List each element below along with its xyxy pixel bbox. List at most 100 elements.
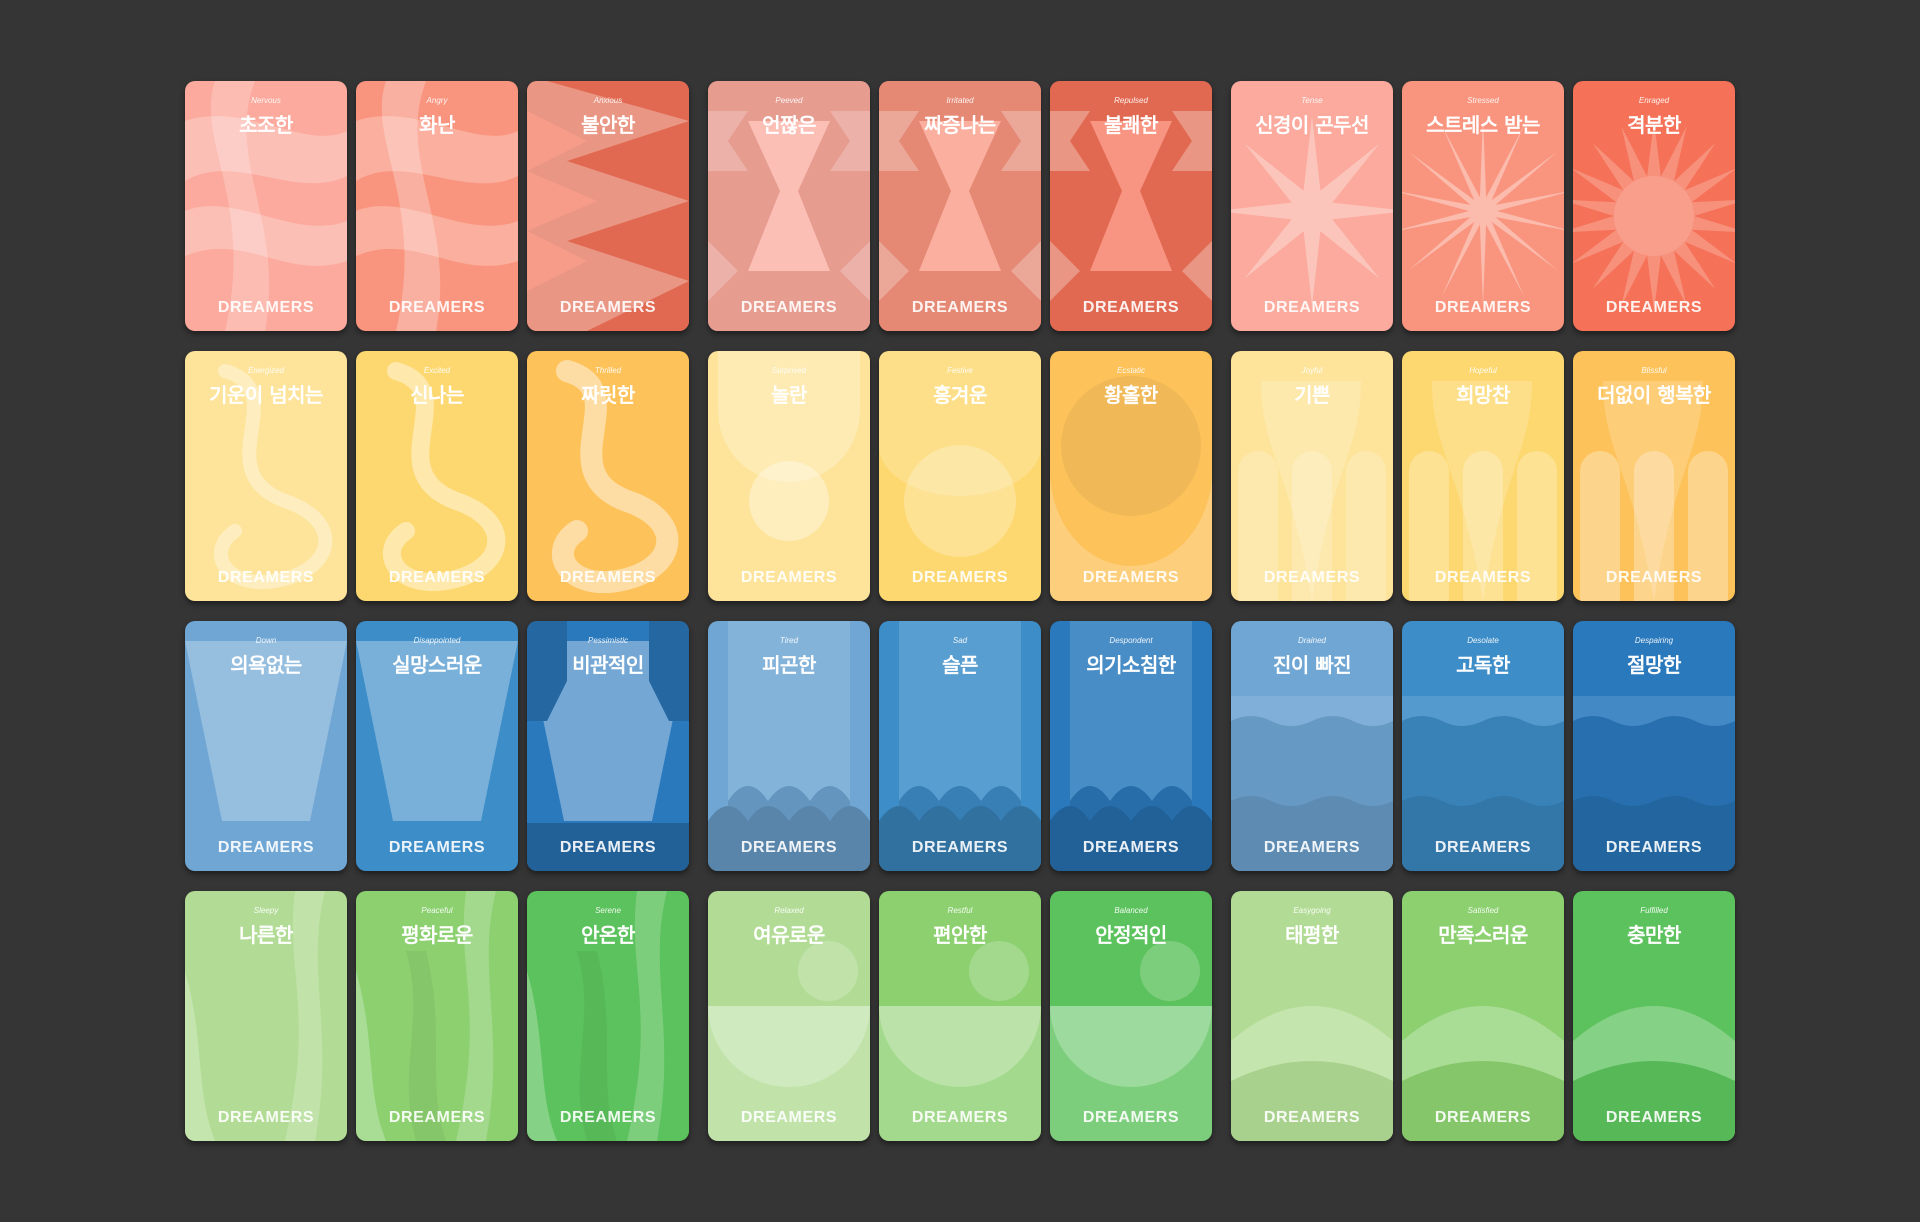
emotion-card[interactable]: Disappointed 실망스러운 DREAMERS bbox=[356, 621, 518, 871]
emotion-card[interactable]: Drained 진이 빠진 DREAMERS bbox=[1231, 621, 1393, 871]
card-art bbox=[1573, 121, 1735, 311]
card-english-label: Easygoing bbox=[1293, 906, 1331, 915]
emotion-card[interactable]: Hopeful 희망찬 DREAMERS bbox=[1402, 351, 1564, 601]
card-english-label: Surprised bbox=[771, 366, 807, 375]
card-english-label: Excited bbox=[423, 366, 451, 375]
emotion-card[interactable]: Festive 흥겨운 DREAMERS bbox=[879, 351, 1041, 601]
card-art bbox=[356, 891, 496, 1141]
card-art bbox=[185, 641, 347, 821]
card-korean-label: 만족스러운 bbox=[1438, 923, 1528, 947]
emotion-card[interactable]: Enraged 격분한 DREAMERS bbox=[1573, 81, 1735, 331]
card-korean-label: 편안한 bbox=[933, 923, 987, 947]
emotion-card[interactable]: Down 의욕없는 DREAMERS bbox=[185, 621, 347, 871]
card-art bbox=[879, 81, 1041, 331]
card-korean-label: 언짢은 bbox=[762, 113, 816, 137]
emotion-card[interactable]: Anxious 불안한 DREAMERS bbox=[527, 81, 689, 331]
card-korean-label: 안정적인 bbox=[1095, 923, 1167, 947]
emotion-card[interactable]: Repulsed 불쾌한 DREAMERS bbox=[1050, 81, 1212, 331]
card-brand: DREAMERS bbox=[740, 569, 838, 586]
card-korean-label: 화난 bbox=[419, 113, 455, 137]
card-korean-label: 의욕없는 bbox=[230, 653, 302, 677]
card-korean-label: 신나는 bbox=[410, 383, 464, 407]
emotion-card[interactable]: Excited 신나는 DREAMERS bbox=[356, 351, 518, 601]
card-art bbox=[185, 891, 325, 1141]
emotion-card[interactable]: Despairing 절망한 DREAMERS bbox=[1573, 621, 1735, 871]
emotion-card[interactable]: Desolate 고독한 DREAMERS bbox=[1402, 621, 1564, 871]
card-brand: DREAMERS bbox=[1605, 299, 1703, 316]
card-art bbox=[527, 891, 667, 1141]
card-english-label: Balanced bbox=[1114, 906, 1148, 915]
card-english-label: Peaceful bbox=[421, 906, 453, 915]
emotion-card[interactable]: Sleepy 나른한 DREAMERS bbox=[185, 891, 347, 1141]
card-brand: DREAMERS bbox=[1434, 1109, 1532, 1126]
emotion-card[interactable]: Joyful 기쁜 DREAMERS bbox=[1231, 351, 1393, 601]
emotion-card[interactable]: Satisfied 만족스러운 DREAMERS bbox=[1402, 891, 1564, 1141]
card-art bbox=[879, 351, 1041, 557]
card-art bbox=[382, 362, 506, 592]
card-korean-label: 더없이 행복한 bbox=[1597, 383, 1711, 407]
emotion-card[interactable]: Sad 슬픈 DREAMERS bbox=[879, 621, 1041, 871]
card-brand: DREAMERS bbox=[740, 1109, 838, 1126]
card-korean-label: 황홀한 bbox=[1104, 383, 1158, 407]
emotion-card[interactable]: Peaceful 평화로운 DREAMERS bbox=[356, 891, 518, 1141]
card-korean-label: 나른한 bbox=[239, 923, 293, 947]
emotion-card[interactable]: Irritated 짜증나는 DREAMERS bbox=[879, 81, 1041, 331]
emotion-card[interactable]: Tense 신경이 곤두선 DREAMERS bbox=[1231, 81, 1393, 331]
card-brand: DREAMERS bbox=[1263, 299, 1361, 316]
card-brand: DREAMERS bbox=[740, 299, 838, 316]
emotion-card[interactable]: Despondent 의기소침한 DREAMERS bbox=[1050, 621, 1212, 871]
card-english-label: Thrilled bbox=[594, 366, 622, 375]
card-korean-label: 짜증나는 bbox=[924, 113, 996, 137]
emotion-card[interactable]: Relaxed 여유로운 DREAMERS bbox=[708, 891, 870, 1141]
card-art bbox=[879, 941, 1041, 1141]
card-english-label: Disappointed bbox=[413, 636, 461, 645]
card-brand: DREAMERS bbox=[388, 1109, 486, 1126]
card-english-label: Serene bbox=[595, 906, 621, 915]
card-korean-label: 기쁜 bbox=[1294, 383, 1330, 407]
card-english-label: Blissful bbox=[1641, 366, 1667, 375]
emotion-card[interactable]: Fulfilled 충만한 DREAMERS bbox=[1573, 891, 1735, 1141]
card-brand: DREAMERS bbox=[1082, 1109, 1180, 1126]
card-art bbox=[1402, 116, 1564, 306]
card-brand: DREAMERS bbox=[1434, 569, 1532, 586]
emotion-card[interactable]: Nervous 초조한 DREAMERS bbox=[185, 81, 347, 331]
card-english-label: Tense bbox=[1301, 96, 1323, 105]
card-korean-label: 놀란 bbox=[771, 383, 807, 407]
card-english-label: Fulfilled bbox=[1640, 906, 1668, 915]
card-english-label: Tired bbox=[779, 636, 799, 645]
emotion-card[interactable]: Restful 편안한 DREAMERS bbox=[879, 891, 1041, 1141]
card-english-label: Irritated bbox=[946, 96, 974, 105]
card-english-label: Desolate bbox=[1467, 636, 1499, 645]
emotion-card[interactable]: Ecstatic 황홀한 DREAMERS bbox=[1050, 351, 1212, 601]
card-brand: DREAMERS bbox=[1082, 839, 1180, 856]
emotion-card[interactable]: Blissful 더없이 행복한 DREAMERS bbox=[1573, 351, 1735, 601]
emotion-card[interactable]: Angry 화난 DREAMERS bbox=[356, 81, 518, 331]
card-english-label: Festive bbox=[947, 366, 973, 375]
card-brand: DREAMERS bbox=[559, 569, 657, 586]
emotion-card[interactable]: Balanced 안정적인 DREAMERS bbox=[1050, 891, 1212, 1141]
emotion-card[interactable]: Tired 피곤한 DREAMERS bbox=[708, 621, 870, 871]
emotion-card[interactable]: Pessimistic 비관적인 DREAMERS bbox=[527, 621, 689, 871]
emotion-card[interactable]: Easygoing 태평한 DREAMERS bbox=[1231, 891, 1393, 1141]
card-korean-label: 기운이 넘치는 bbox=[209, 383, 323, 407]
emotion-card[interactable]: Thrilled 짜릿한 DREAMERS bbox=[527, 351, 689, 601]
card-korean-label: 슬픈 bbox=[942, 653, 978, 677]
emotion-card[interactable]: Stressed 스트레스 받는 DREAMERS bbox=[1402, 81, 1564, 331]
card-art bbox=[1231, 696, 1393, 871]
card-english-label: Restful bbox=[947, 906, 973, 915]
emotion-card[interactable]: Peeved 언짢은 DREAMERS bbox=[708, 81, 870, 331]
card-brand: DREAMERS bbox=[217, 839, 315, 856]
card-brand: DREAMERS bbox=[1605, 569, 1703, 586]
emotion-card[interactable]: Surprised 놀란 DREAMERS bbox=[708, 351, 870, 601]
emotion-card[interactable]: Serene 안온한 DREAMERS bbox=[527, 891, 689, 1141]
card-art bbox=[708, 81, 870, 331]
card-art bbox=[527, 81, 689, 331]
card-english-label: Pessimistic bbox=[587, 636, 628, 645]
card-art bbox=[213, 364, 333, 590]
card-korean-label: 피곤한 bbox=[762, 653, 816, 677]
card-brand: DREAMERS bbox=[388, 839, 486, 856]
card-english-label: Enraged bbox=[1638, 96, 1670, 105]
emotion-card[interactable]: Energized 기운이 넘치는 DREAMERS bbox=[185, 351, 347, 601]
card-brand: DREAMERS bbox=[217, 299, 315, 316]
card-english-label: Anxious bbox=[593, 96, 623, 105]
